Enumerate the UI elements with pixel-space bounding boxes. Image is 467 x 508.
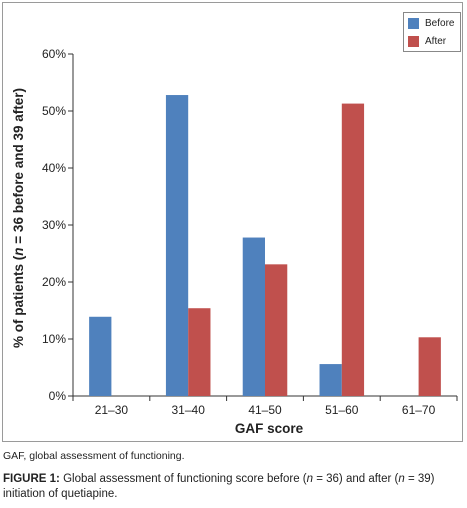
x-tick-label: 61–70 — [402, 403, 436, 417]
legend-label-after: After — [425, 35, 447, 47]
legend-swatch-after — [408, 35, 419, 47]
x-tick-label: 51–60 — [325, 403, 359, 417]
bar-before-0 — [89, 316, 112, 396]
y-tick-label: 30% — [42, 218, 66, 232]
caption-text: Global assessment of functioning score b… — [59, 473, 307, 485]
legend-item-before: Before — [408, 16, 454, 30]
y-axis-label: % of patients (n = 36 before and 39 afte… — [11, 88, 26, 348]
bar-after-3 — [341, 103, 365, 396]
y-tick-label: 60% — [42, 47, 66, 61]
x-tick-label: 21–30 — [95, 403, 129, 417]
bar-chart: 0% 10% 20% 30% 40% 50% 60% 21–30 31–40 41–50 51–60… — [11, 47, 458, 436]
y-tick-label: 40% — [42, 161, 66, 175]
caption-label: FIGURE 1: — [3, 473, 60, 485]
legend-swatch-before — [408, 17, 419, 29]
y-tick-label: 0% — [49, 389, 67, 403]
y-tick-label: 20% — [42, 275, 66, 289]
x-axis-label: GAF score — [235, 421, 304, 436]
figure-caption: FIGURE 1: Global assessment of functioni… — [3, 472, 465, 502]
y-tick-label: 50% — [42, 104, 66, 118]
legend-item-after: After — [408, 34, 446, 48]
figure-frame: 0% 10% 20% 30% 40% 50% 60% 21–30 31–40 41–50 51–60… — [2, 2, 463, 442]
caption-text: = 39) initiation of quetiapine. — [3, 473, 435, 500]
x-tick-label: 41–50 — [248, 403, 282, 417]
legend-label-before: Before — [425, 17, 455, 29]
bar-before-2 — [242, 237, 265, 396]
caption-n: n — [398, 473, 405, 485]
bar-after-4 — [418, 337, 441, 396]
legend: Before After — [403, 12, 461, 52]
bar-after-1 — [188, 308, 211, 396]
footnote: GAF, global assessment of functioning. — [3, 450, 185, 462]
x-tick-label: 31–40 — [172, 403, 206, 417]
bar-before-1 — [165, 95, 189, 396]
bar-before-3 — [319, 364, 342, 396]
bar-after-2 — [265, 264, 288, 396]
caption-n: n — [306, 473, 314, 485]
y-tick-label: 10% — [42, 332, 66, 346]
caption-text: = 36) and after ( — [313, 473, 399, 485]
